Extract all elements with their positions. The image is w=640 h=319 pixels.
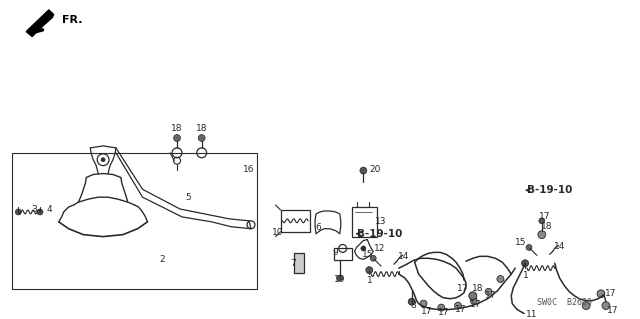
Text: 18: 18: [472, 284, 483, 293]
Circle shape: [470, 297, 477, 304]
Text: 8: 8: [411, 301, 417, 310]
Text: 1: 1: [523, 271, 529, 279]
Text: 18: 18: [172, 124, 183, 133]
Text: 17: 17: [539, 212, 550, 221]
Circle shape: [602, 302, 610, 309]
Circle shape: [485, 288, 492, 295]
Circle shape: [173, 135, 180, 141]
Bar: [334, 249, 351, 260]
Circle shape: [469, 292, 477, 300]
Text: 19: 19: [334, 275, 346, 284]
Circle shape: [366, 267, 372, 274]
Circle shape: [371, 255, 376, 261]
Text: 16: 16: [243, 165, 255, 174]
Text: FR.: FR.: [61, 15, 82, 25]
Text: SW0C  B2600: SW0C B2600: [537, 298, 592, 307]
Text: 18: 18: [196, 124, 207, 133]
Text: 12: 12: [374, 244, 385, 253]
Circle shape: [597, 290, 605, 298]
Text: 17: 17: [455, 305, 467, 314]
Circle shape: [497, 276, 504, 282]
Circle shape: [37, 209, 43, 215]
Text: 2: 2: [159, 255, 165, 264]
Circle shape: [526, 244, 532, 250]
Text: 7: 7: [291, 259, 296, 268]
Text: 17: 17: [607, 306, 619, 315]
Text: 14: 14: [398, 252, 410, 261]
Bar: [294, 253, 304, 273]
Text: 17: 17: [470, 300, 481, 309]
Text: 5: 5: [185, 193, 191, 202]
Text: 17: 17: [605, 289, 616, 298]
Circle shape: [420, 300, 427, 307]
Bar: [12, 153, 257, 289]
Circle shape: [438, 304, 445, 311]
Circle shape: [337, 275, 342, 281]
Circle shape: [408, 298, 415, 305]
Circle shape: [522, 260, 529, 267]
Circle shape: [15, 209, 21, 215]
Text: 15: 15: [515, 238, 527, 247]
Circle shape: [361, 246, 366, 251]
Circle shape: [101, 158, 105, 162]
Text: 17: 17: [420, 307, 432, 316]
Text: 20: 20: [369, 165, 381, 174]
Text: 14: 14: [554, 242, 565, 251]
Text: 15: 15: [362, 250, 373, 259]
Text: 13: 13: [376, 217, 387, 226]
Circle shape: [539, 218, 545, 224]
Text: 17: 17: [438, 308, 449, 317]
Polygon shape: [26, 10, 54, 36]
Bar: [351, 207, 377, 237]
Circle shape: [538, 231, 546, 239]
Text: 9: 9: [332, 248, 338, 257]
Text: 17: 17: [485, 291, 496, 300]
Text: B-19-10: B-19-10: [527, 185, 572, 195]
Text: B-19-10: B-19-10: [358, 229, 403, 239]
Text: 6: 6: [315, 223, 321, 232]
Text: 3: 3: [31, 204, 37, 213]
Text: 11: 11: [526, 310, 538, 319]
Text: 17: 17: [457, 284, 468, 293]
Text: 1: 1: [367, 277, 373, 286]
Circle shape: [454, 302, 461, 309]
Circle shape: [198, 135, 205, 141]
Text: 18: 18: [541, 222, 552, 231]
Text: 4: 4: [47, 204, 52, 213]
Text: 10: 10: [272, 228, 284, 237]
Circle shape: [582, 302, 590, 309]
Bar: [280, 210, 310, 232]
Circle shape: [360, 167, 367, 174]
